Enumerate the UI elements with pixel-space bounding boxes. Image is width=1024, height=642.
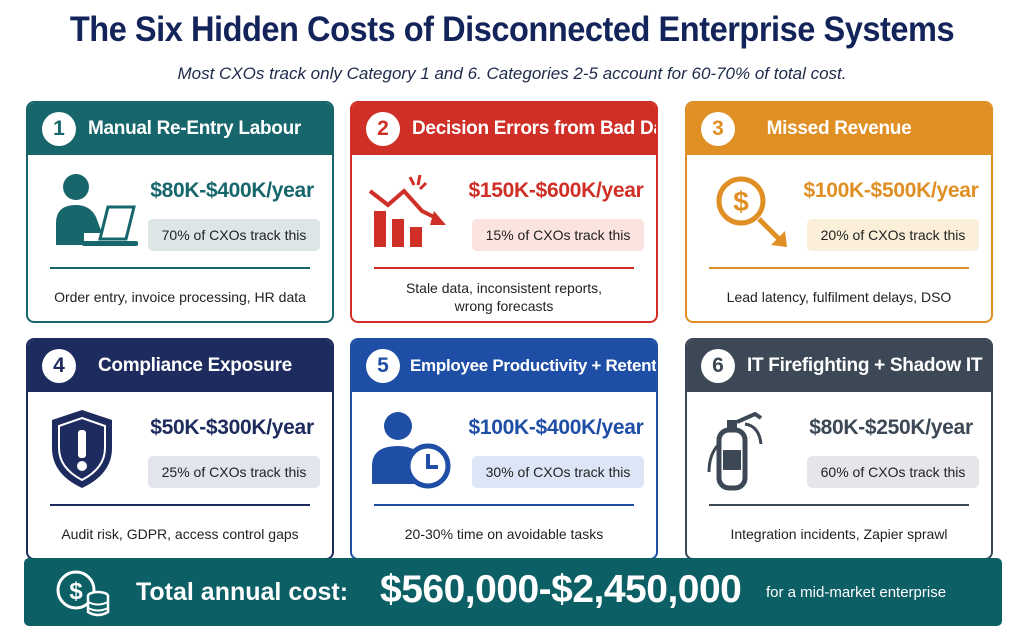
cost-amount: $80K-$400K/year <box>150 179 314 202</box>
cost-card-compliance-exposure: 4 Compliance Exposure $50K-$300K/year 25… <box>26 338 334 560</box>
card-number: 1 <box>42 112 76 146</box>
tracking-badge: 25% of CXOs track this <box>148 456 320 488</box>
page-subtitle: Most CXOs track only Category 1 and 6. C… <box>177 64 847 83</box>
card-title: Missed Revenue <box>766 118 912 139</box>
cost-card-employee-productivity: 5 Employee Productivity + Retention $100… <box>350 338 658 560</box>
cost-card-decision-errors: 2 Decision Errors from Bad Data $150K-$6… <box>350 101 658 323</box>
card-divider <box>709 267 969 269</box>
card-divider <box>50 504 310 506</box>
card-title: Employee Productivity + Retention <box>410 356 658 375</box>
card-description: Order entry, invoice processing, HR data <box>54 288 306 305</box>
person-clock-icon <box>372 412 451 489</box>
total-cost-banner: $ Total annual cost: $560,000-$2,450,000… <box>24 558 1002 626</box>
tracking-badge: 30% of CXOs track this <box>472 456 644 488</box>
card-description: Integration incidents, Zapier sprawl <box>730 525 948 542</box>
card-header: 1 Manual Re-Entry Labour <box>28 103 332 155</box>
page-title: The Six Hidden Costs of Disconnected Ent… <box>69 10 955 49</box>
card-header: 3 Missed Revenue <box>687 103 991 155</box>
total-value: $560,000-$2,450,000 <box>380 568 742 611</box>
card-divider <box>709 504 969 506</box>
card-description: 20-30% time on avoidable tasks <box>404 525 604 542</box>
person-at-laptop-icon <box>56 174 138 246</box>
card-header: 4 Compliance Exposure <box>28 340 332 392</box>
cost-card-manual-reentry: 1 Manual Re-Entry Labour $80K-$400K/year… <box>26 101 334 323</box>
card-description: Stale data, inconsistent reports, wrong … <box>405 279 603 314</box>
tracking-badge: 60% of CXOs track this <box>807 456 979 488</box>
tracking-badge: 15% of CXOs track this <box>472 219 644 251</box>
card-divider <box>50 267 310 269</box>
card-number: 4 <box>42 349 76 383</box>
cost-amount: $50K-$300K/year <box>150 416 314 439</box>
card-header: 2 Decision Errors from Bad Data <box>352 103 656 155</box>
cost-card-it-firefighting: 6 IT Firefighting + Shadow IT $80K-$250K… <box>685 338 993 560</box>
card-title: Decision Errors from Bad Data <box>412 118 658 139</box>
card-description: Audit risk, GDPR, access control gaps <box>61 525 299 542</box>
card-header: 5 Employee Productivity + Retention <box>352 340 656 392</box>
total-note: for a mid-market enterprise <box>766 584 947 601</box>
dollar-down-arrow-icon: $ <box>716 176 787 247</box>
card-title: IT Firefighting + Shadow IT <box>747 355 983 376</box>
card-header: 6 IT Firefighting + Shadow IT <box>687 340 991 392</box>
tracking-badge: 70% of CXOs track this <box>148 219 320 251</box>
svg-text:$: $ <box>733 186 749 217</box>
fire-extinguisher-icon <box>707 411 763 491</box>
dollar-coins-icon: $ <box>56 570 110 617</box>
card-divider <box>374 267 634 269</box>
card-number: 2 <box>366 112 400 146</box>
card-title: Compliance Exposure <box>98 355 292 376</box>
total-label: Total annual cost: <box>136 578 349 606</box>
cost-amount: $100K-$500K/year <box>803 179 979 202</box>
cost-amount: $80K-$250K/year <box>809 416 973 439</box>
card-description: Lead latency, fulfilment delays, DSO <box>726 288 952 305</box>
cost-amount: $100K-$400K/year <box>468 416 644 439</box>
declining-bar-chart-icon <box>368 174 446 247</box>
svg-text:$: $ <box>69 578 83 605</box>
card-title: Manual Re-Entry Labour <box>88 118 301 139</box>
card-number: 3 <box>701 112 735 146</box>
tracking-badge: 20% of CXOs track this <box>807 219 979 251</box>
cost-amount: $150K-$600K/year <box>468 179 644 202</box>
card-divider <box>374 504 634 506</box>
card-number: 6 <box>701 349 735 383</box>
card-number: 5 <box>366 349 400 383</box>
shield-exclamation-icon <box>52 410 112 488</box>
cost-card-missed-revenue: 3 Missed Revenue $ $100K-$500K/year 20% … <box>685 101 993 323</box>
